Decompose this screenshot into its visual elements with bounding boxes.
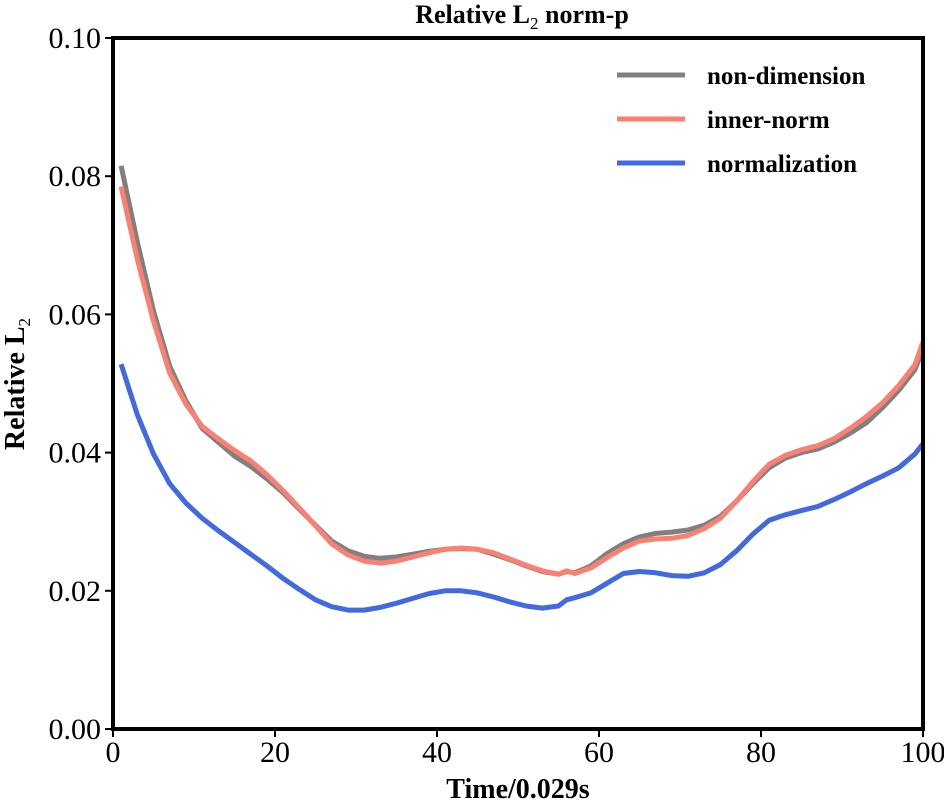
chart-title-suffix: norm-p bbox=[539, 0, 629, 29]
y-tick-label: 0.04 bbox=[49, 437, 102, 470]
series-line-inner-norm bbox=[118, 186, 926, 577]
y-tick-label: 0.08 bbox=[49, 160, 102, 193]
x-tick-label: 100 bbox=[901, 736, 944, 769]
y-tick-label: 0.02 bbox=[49, 575, 102, 608]
y-tick-label: 0.06 bbox=[49, 298, 102, 331]
legend: non-dimension inner-norm normalization bbox=[617, 63, 865, 178]
x-tick-label: 60 bbox=[584, 736, 614, 769]
chart-title: Relative L2 norm-p bbox=[415, 0, 629, 33]
chart-title-prefix: Relative L bbox=[415, 0, 530, 29]
y-axis-label: Relative L2 bbox=[0, 318, 34, 450]
x-tick-label: 40 bbox=[422, 736, 452, 769]
x-tick-label: 20 bbox=[260, 736, 290, 769]
y-tick-label: 0.00 bbox=[49, 713, 102, 746]
x-tick-label: 0 bbox=[106, 736, 121, 769]
legend-label-non-dimension: non-dimension bbox=[707, 63, 865, 90]
series-line-non-dimension bbox=[118, 165, 926, 577]
tick-layer: 0 20 40 60 80 100 0.00 0.02 0.04 0.06 0.08 0.10 bbox=[49, 22, 944, 769]
y-tick-label: 0.10 bbox=[49, 22, 102, 55]
chart-title-subscript: 2 bbox=[530, 14, 539, 33]
x-tick-label: 80 bbox=[746, 736, 776, 769]
legend-label-normalization: normalization bbox=[707, 151, 857, 178]
y-axis-label-subscript: 2 bbox=[15, 318, 34, 327]
y-axis-label-prefix: Relative L bbox=[0, 326, 31, 450]
series-line-normalization bbox=[118, 363, 925, 613]
x-axis-label: Time/0.029s bbox=[446, 774, 589, 805]
plot-frame bbox=[111, 36, 925, 731]
series-layer bbox=[118, 165, 926, 613]
legend-label-inner-norm: inner-norm bbox=[707, 107, 830, 134]
